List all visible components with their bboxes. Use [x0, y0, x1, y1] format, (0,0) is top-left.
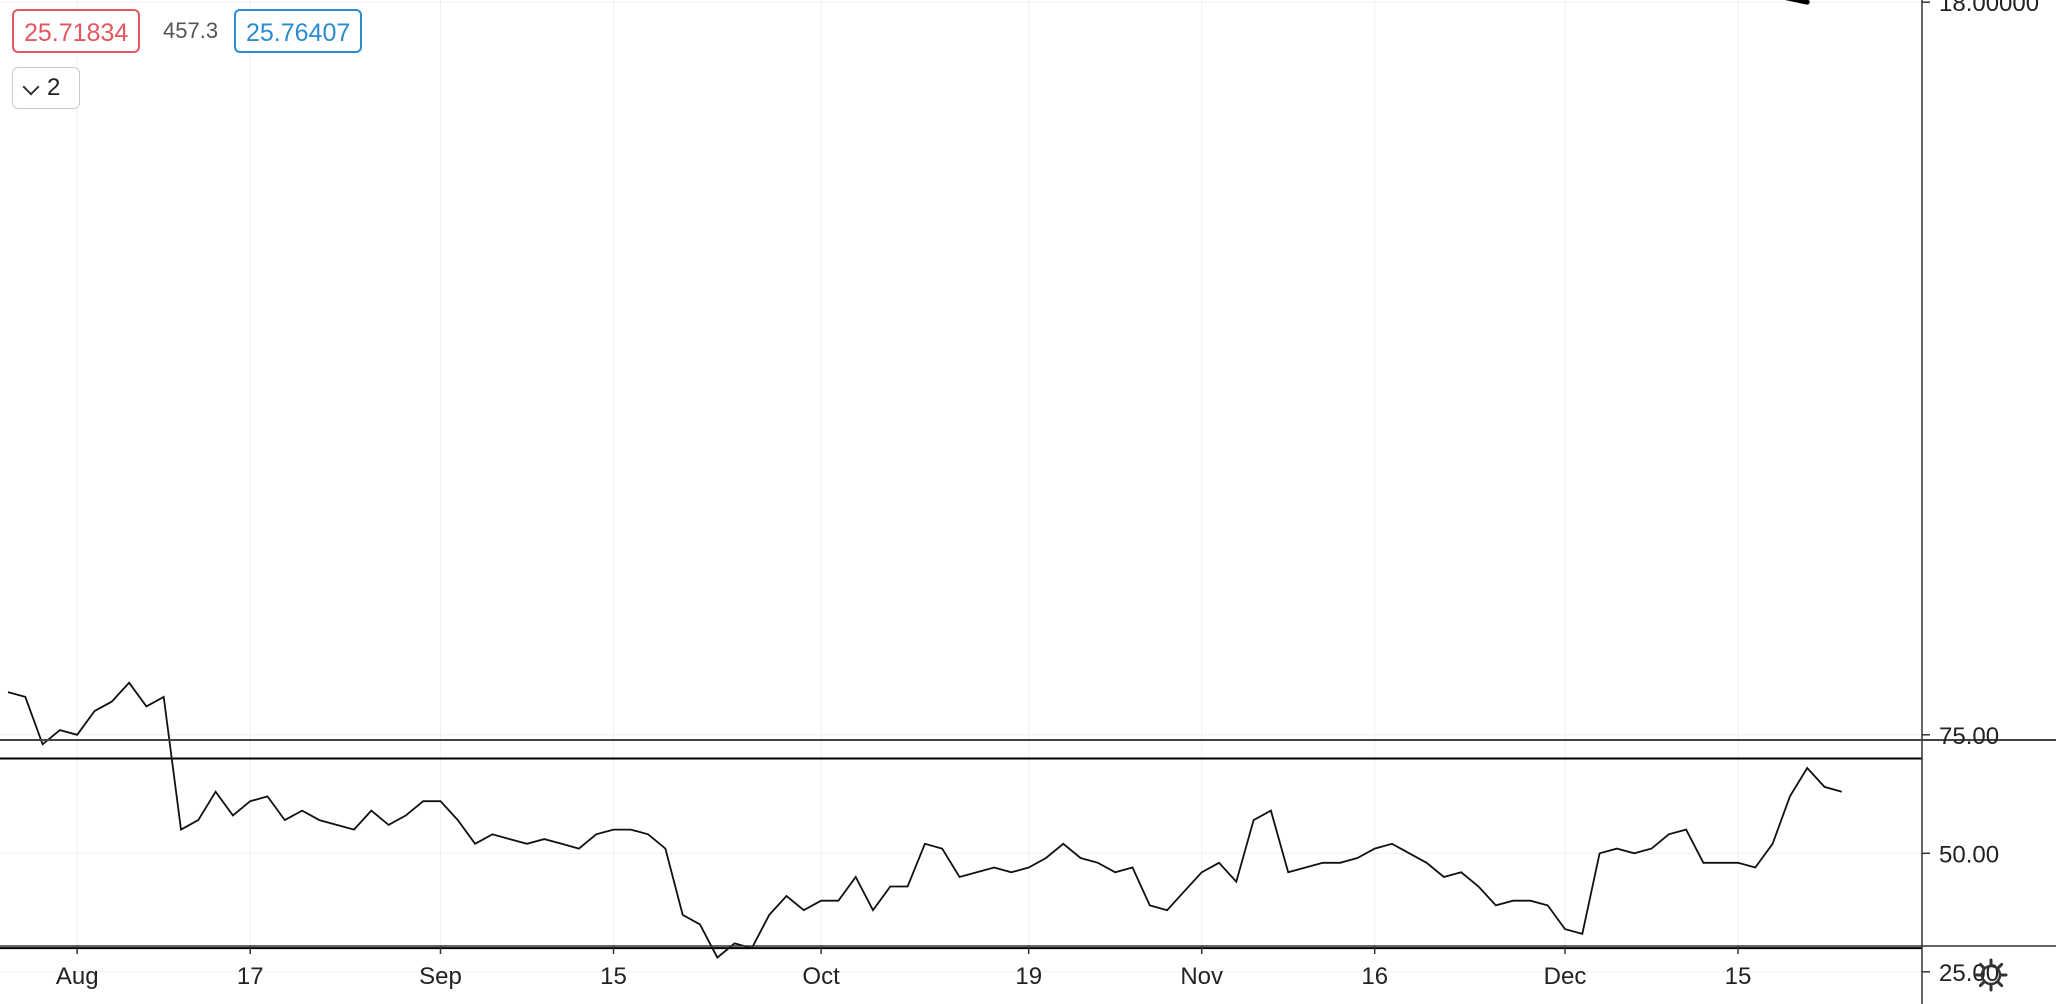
- y-tick-label: 18.00000: [1939, 0, 2039, 17]
- bid-price-box[interactable]: 25.71834: [12, 9, 141, 53]
- x-tick-labels: Aug 17 Sep 15 Oct 19 Nov 16 Dec 15: [56, 946, 1752, 990]
- x-tick-label: Nov: [1180, 963, 1223, 990]
- ask-price-box[interactable]: 25.76407: [234, 9, 363, 53]
- collapse-indicators-button[interactable]: 2: [12, 67, 80, 109]
- spread-value: 457.3: [163, 18, 219, 43]
- settings-gear-icon[interactable]: [1974, 958, 2008, 992]
- x-tick-label: 19: [1015, 963, 1042, 990]
- chevron-down-icon: [22, 78, 40, 96]
- osc-tick-label: 50.00: [1939, 841, 1999, 868]
- x-tick-label: Aug: [56, 963, 99, 990]
- x-tick-label: 15: [1725, 963, 1752, 990]
- oscillator-pane: [0, 681, 1922, 959]
- osc-tick-label: 25.00: [1939, 960, 1999, 987]
- x-tick-label: Dec: [1544, 963, 1587, 990]
- oscillator-line: [7, 681, 1843, 959]
- x-tick-label: 15: [600, 963, 627, 990]
- y-tick-labels: 32.0000028.0000024.0000022.0000020.00000…: [1922, 0, 2039, 987]
- grid-lines: [0, 0, 1922, 973]
- bid-price: 25.71834: [24, 19, 129, 47]
- collapse-count: 2: [47, 74, 61, 101]
- x-tick-label: Sep: [419, 963, 462, 990]
- x-tick-label: 17: [237, 963, 264, 990]
- osc-tick-label: 75.00: [1939, 723, 1999, 750]
- x-tick-label: 16: [1361, 963, 1388, 990]
- ask-price: 25.76407: [246, 19, 351, 47]
- x-tick-label: Oct: [802, 963, 840, 990]
